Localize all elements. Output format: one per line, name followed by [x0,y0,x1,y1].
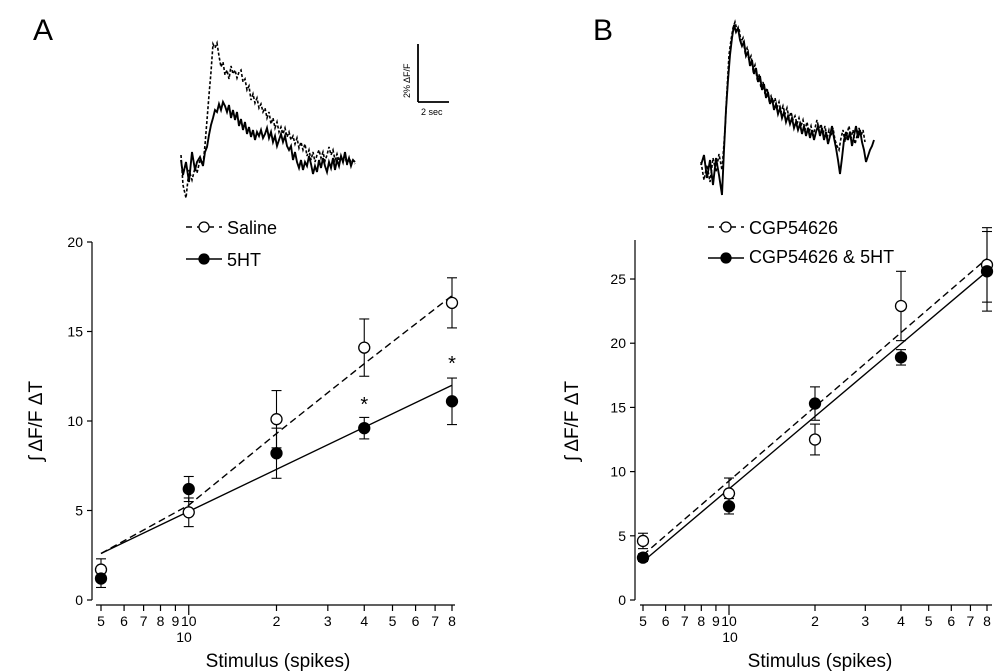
y-tick-label-b: 20 [610,335,626,351]
data-point-b-1 [636,551,650,564]
x-tick-label-b: 5 [639,613,647,629]
x-tick-label-a: 5 [97,613,105,629]
x-tick-label-b: 5 [925,613,933,629]
legend-b-1: CGP54626 & 5HT [749,247,894,267]
chart-b: CGP54626 CGP54626 & 5HT ∫ ΔF/F ΔT Stimul… [562,218,992,672]
data-point-a-1 [358,422,371,435]
legend-marker-a-1 [198,253,210,265]
data-point-b-1 [808,397,822,410]
trace-inset-a [180,39,356,199]
y-tick-label-b: 10 [610,464,626,480]
panel-label-a: A [33,14,53,47]
y-tick-label-a: 10 [67,413,83,429]
x-axis-label-a: Stimulus (spikes) [206,651,351,672]
chart-a: Saline 5HT ∫ ΔF/F ΔT Stimulus (spikes) 1… [26,218,455,672]
x-tick-label-b: 3 [861,613,869,629]
legend-a-1: 5HT [227,250,261,270]
data-point-a-0 [270,413,283,426]
y-tick-label-a: 20 [67,234,83,250]
x-tick-label-a: 8 [448,613,456,629]
x-decade-label-b: 10 [722,629,738,645]
trace-inset-b [700,19,875,196]
x-tick-label-a: 6 [412,613,420,629]
data-point-b-1 [894,351,908,364]
x-tick-label-b: 9 [712,613,720,629]
x-tick-label-b: 10 [721,613,737,629]
x-tick-label-a: 2 [273,613,281,629]
y-axis-label-b: ∫ ΔF/F ΔT [562,381,583,463]
data-point-a-0 [445,296,459,310]
x-tick-label-b: 6 [947,613,955,629]
data-point-b-1 [722,500,736,513]
y-tick-label-a: 15 [67,324,83,340]
x-tick-label-b: 8 [697,613,705,629]
x-tick-label-b: 7 [681,613,689,629]
x-tick-label-a: 7 [431,613,439,629]
data-point-a-0 [358,341,371,354]
y-tick-label-b: 15 [610,399,626,415]
x-tick-label-a: 9 [172,613,180,629]
x-tick-label-b: 2 [811,613,819,629]
data-point-a-1 [94,572,108,585]
data-point-a-0 [182,506,195,519]
x-tick-label-b: 4 [897,613,905,629]
trace-cgp-5ht [700,24,875,196]
x-tick-label-a: 6 [120,613,128,629]
x-tick-label-a: 8 [157,613,165,629]
x-axis-label-b: Stimulus (spikes) [748,651,893,672]
data-point-a-1 [270,447,283,460]
trace-5ht [180,99,356,183]
legend-marker-a-0 [198,221,210,233]
x-tick-label-b: 6 [662,613,670,629]
x-tick-label-a: 5 [389,613,397,629]
data-point-b-0 [894,299,908,313]
x-decade-label-a: 10 [176,629,192,645]
data-point-a-1 [445,395,459,408]
panel-label-b: B [593,14,613,47]
y-tick-label-a: 0 [75,592,83,608]
y-tick-label-a: 5 [75,503,83,519]
x-tick-label-b: 8 [983,613,991,629]
scale-bar-horizontal-label: 2 sec [421,107,443,117]
x-tick-label-a: 7 [140,613,148,629]
data-point-a-1 [182,482,195,496]
data-point-b-0 [722,487,736,500]
trace-cgp [700,19,866,183]
significance-marker-a: * [448,353,456,375]
legend-marker-b-0 [720,221,732,233]
data-point-b-0 [636,534,650,548]
x-tick-label-a: 10 [181,613,197,629]
scale-bar-vertical-label: 2% ΔF/F [402,63,412,98]
data-point-b-0 [808,433,822,446]
x-tick-label-a: 4 [360,613,368,629]
y-axis-label-a: ∫ ΔF/F ΔT [26,381,47,463]
x-tick-label-b: 7 [967,613,975,629]
fit-line-b-0 [642,257,988,556]
significance-marker-a: * [360,394,368,416]
legend-b-0: CGP54626 [749,218,838,238]
legend-marker-b-1 [720,252,732,264]
scale-bar: 2% ΔF/F 2 sec [402,44,449,117]
legend-a-0: Saline [227,218,277,238]
data-point-b-1 [980,265,994,278]
trace-saline [180,39,356,199]
y-tick-label-b: 0 [618,592,626,608]
y-tick-label-b: 5 [618,528,626,544]
x-tick-label-a: 3 [324,613,332,629]
y-tick-label-b: 25 [610,271,626,287]
